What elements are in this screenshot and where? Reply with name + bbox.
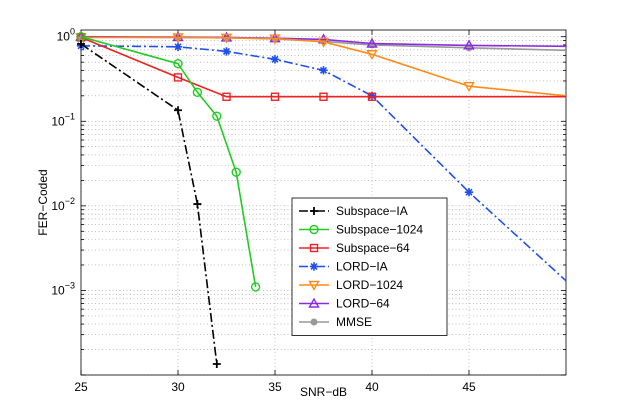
series-subspace-1024-point xyxy=(212,111,222,121)
series-lord-ia-point xyxy=(270,55,280,64)
series-subspace-64-point xyxy=(319,92,328,101)
legend-subspace-ia-label: Subspace−IA xyxy=(336,204,408,218)
legend-subspace-64-marker xyxy=(309,243,319,253)
series-lord-1024-line xyxy=(81,36,567,97)
series-lord-ia-point xyxy=(222,47,231,56)
series-subspace-64-point xyxy=(173,73,183,82)
series-lord-64-point xyxy=(463,39,475,50)
series-subspace-ia-point xyxy=(212,359,221,368)
series-subspace-1024-point xyxy=(231,167,241,177)
legend-lord-64-label: LORD−64 xyxy=(336,297,390,311)
y-tick-exponent: −2 xyxy=(65,196,75,206)
legend-subspace-ia-marker xyxy=(310,207,318,215)
y-tick-label: 10−3 xyxy=(51,280,75,297)
y-tick-base: 10 xyxy=(51,199,65,213)
y-tick-base: 10 xyxy=(57,30,71,44)
series-subspace-ia-point xyxy=(174,106,182,115)
y-tick-exponent: 0 xyxy=(70,27,75,37)
legend-lord-1024-label: LORD−1024 xyxy=(336,278,403,292)
y-tick-label: 100 xyxy=(57,27,75,44)
legend-lord-64-marker xyxy=(308,297,320,308)
axes-frame xyxy=(80,29,567,376)
series-subspace-64-line xyxy=(80,36,566,98)
series-lord-1024-point xyxy=(463,81,475,93)
series-subspace-64-point xyxy=(222,92,231,101)
series-lord-ia-point xyxy=(367,91,377,101)
series-subspace-1024-point xyxy=(192,87,203,98)
x-tick-label: 40 xyxy=(365,380,379,394)
series-lord-ia-line xyxy=(80,45,567,282)
x-tick-label: 45 xyxy=(462,380,476,394)
legend-lord-1024-marker xyxy=(308,280,320,291)
series-subspace-64-point xyxy=(270,92,280,101)
legend-subspace-1024-label: Subspace−1024 xyxy=(336,223,423,237)
series-lord-1024-point xyxy=(366,50,378,61)
x-tick-label: 30 xyxy=(171,380,185,394)
series-subspace-ia-line xyxy=(80,43,218,365)
series-subspace-ia-point xyxy=(193,200,202,209)
series-lord-1024-point xyxy=(220,33,233,44)
y-tick-exponent: −1 xyxy=(65,111,75,121)
series-subspace-ia-point xyxy=(77,39,85,48)
legend-lord-ia-marker xyxy=(309,262,319,271)
y-tick-label: 10−2 xyxy=(51,196,75,213)
series-subspace-1024-line xyxy=(80,35,257,288)
series-lord-ia xyxy=(76,41,567,282)
legend-mmse-marker xyxy=(310,318,318,326)
series-subspace-1024-point xyxy=(250,282,261,292)
series-lord-ia-point xyxy=(173,42,183,51)
x-tick-label: 35 xyxy=(268,380,282,394)
series-lord-1024-point xyxy=(269,34,281,45)
legend-subspace-1024-marker xyxy=(309,224,319,235)
series-subspace-64-point xyxy=(367,92,377,101)
series-lord-1024-point xyxy=(172,33,184,44)
series-lord-64-point xyxy=(366,37,378,48)
y-tick-base: 10 xyxy=(51,114,65,128)
series-lord-ia-point xyxy=(319,66,328,75)
series-lord-ia-point xyxy=(464,188,474,197)
y-tick-base: 10 xyxy=(51,283,65,297)
series-subspace-1024-point xyxy=(173,58,183,69)
legend-subspace-64-label: Subspace−64 xyxy=(336,241,410,255)
y-tick-exponent: −3 xyxy=(65,280,75,290)
x-tick-label: 25 xyxy=(74,380,88,394)
series-lord-1024-point xyxy=(317,37,330,48)
y-axis-label: FER−Coded xyxy=(36,169,50,235)
series-subspace-ia xyxy=(77,39,221,368)
legend-mmse-label: MMSE xyxy=(336,315,372,329)
y-tick-label: 10−1 xyxy=(51,111,75,128)
legend-lord-ia-label: LORD−IA xyxy=(336,260,388,274)
x-axis-label: SNR−dB xyxy=(300,385,347,399)
legend: Subspace−IA Subspace−1024 Subspace−64 LORD−… xyxy=(291,197,448,336)
